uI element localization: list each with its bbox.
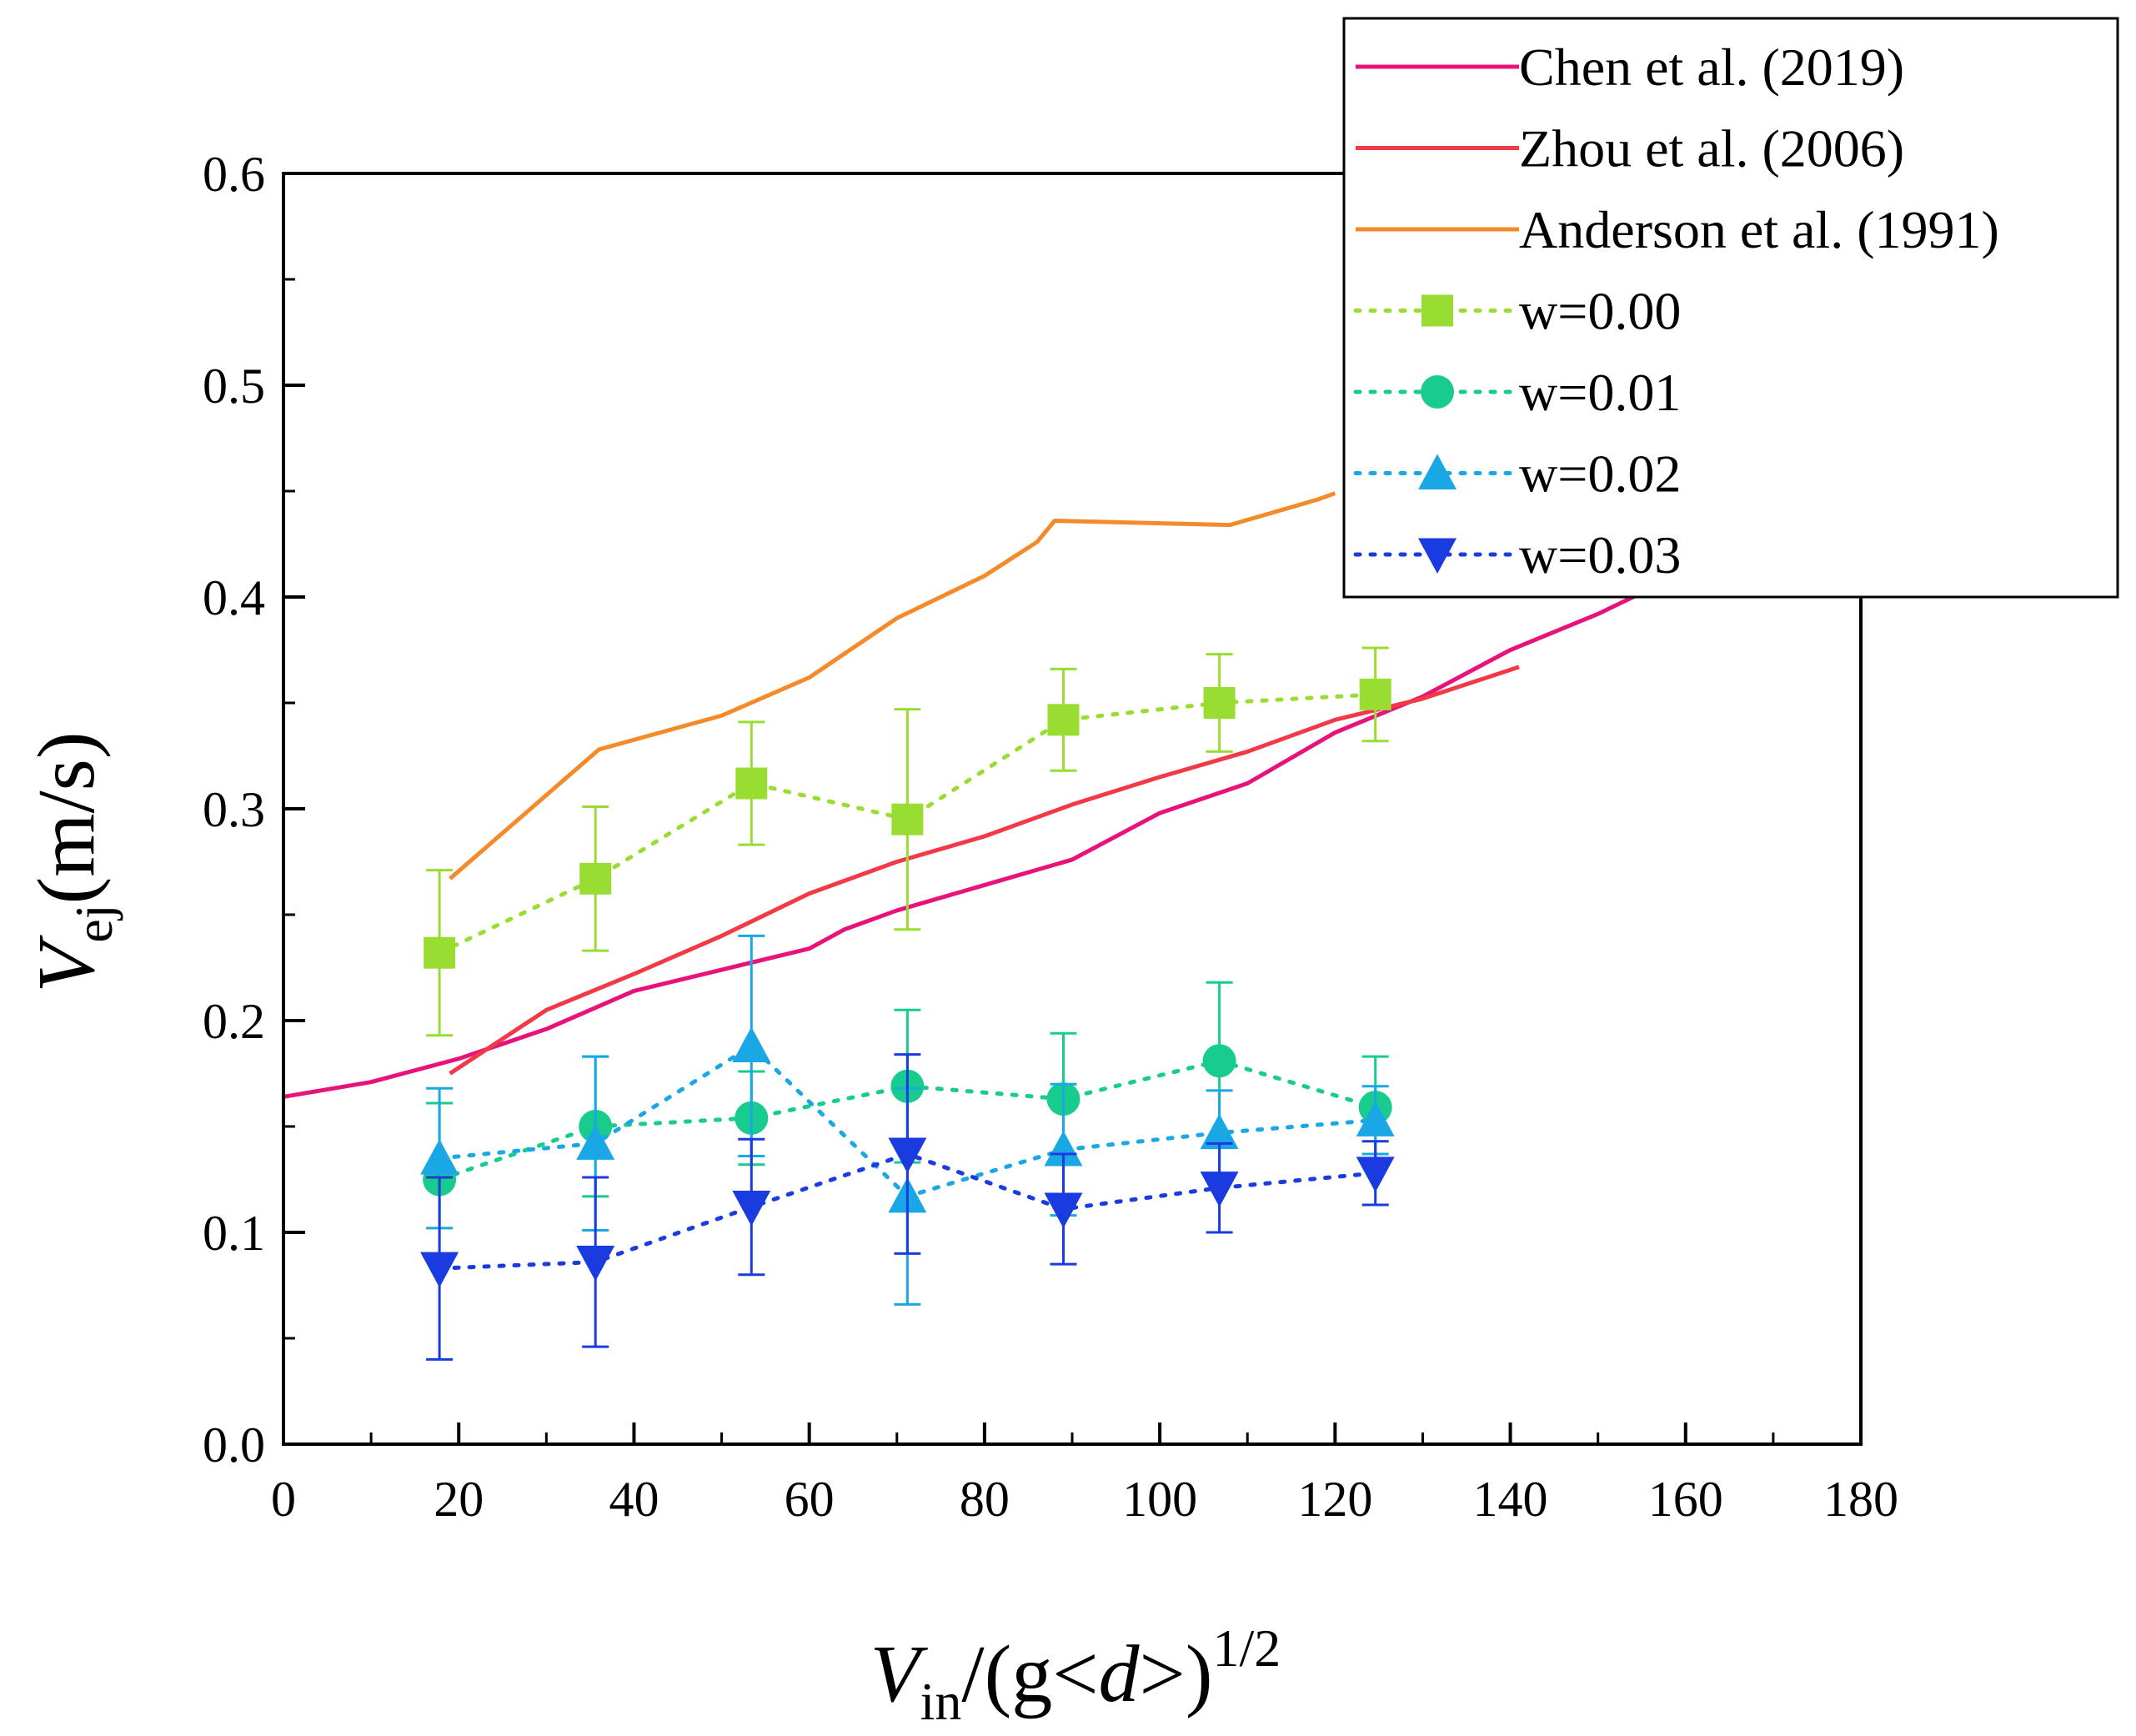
y-tick-label: 0.6 [203,147,265,202]
data-point [735,767,768,800]
legend-marker [1418,538,1457,574]
y-tick-label: 0.2 [203,994,265,1049]
x-tick-label: 60 [785,1472,835,1527]
x-tick-label: 100 [1122,1472,1197,1527]
plot-series [283,491,1669,1361]
legend-item: Zhou et al. (2006) [1356,119,1904,178]
legend-box [1342,17,2119,599]
data-point [424,936,456,969]
series-w-0-03 [420,1053,1395,1361]
y-tick-label: 0.0 [203,1417,265,1473]
series-chen-et-al-2019 [283,578,1669,1099]
data-point [1203,687,1236,719]
data-point [576,1124,615,1160]
legend-item: w=0.02 [1353,444,1681,504]
data-point [1044,1130,1083,1167]
series-line [283,578,1669,1099]
series-w-0-02 [420,934,1395,1306]
data-point [1202,1044,1236,1078]
data-point [579,862,612,895]
legend-label: w=0.03 [1519,525,1681,585]
series-line [449,665,1520,1076]
legend-item: w=0.00 [1353,282,1681,341]
data-point [1044,1192,1083,1229]
y-tick-label: 0.3 [203,782,265,837]
legend-item: w=0.01 [1353,363,1681,422]
y-tick-label: 0.1 [203,1206,265,1261]
legend-label: w=0.02 [1519,444,1681,504]
data-point [891,803,924,835]
x-tick-label: 20 [434,1472,484,1527]
legend: Chen et al. (2019) Zhou et al. (2006) Ande… [1342,17,2119,599]
legend-marker [1421,375,1454,409]
legend-label: Anderson et al. (1991) [1519,200,1999,259]
data-point [732,1026,771,1063]
series-anderson-et-al-1991 [449,491,1336,881]
plot-frame [282,172,1863,1446]
legend-item: w=0.03 [1353,525,1681,585]
axes: 0 20 40 60 80 100 120 140 160 180 0.0 0.1 0.2 0.3 0.4 0… [203,147,1898,1527]
data-point [1200,1172,1239,1207]
legend-item: Anderson et al. (1991) [1356,200,1999,259]
series-zhou-et-al-2006 [449,665,1520,1076]
legend-label: Zhou et al. (2006) [1519,119,1904,178]
y-tick-label: 0.4 [203,570,265,625]
data-point [1200,1113,1239,1150]
legend-label: Chen et al. (2019) [1519,38,1904,97]
x-tick-label: 180 [1823,1472,1898,1527]
x-tick-label: 80 [960,1472,1010,1527]
data-point [576,1246,615,1282]
x-tick-label: 40 [609,1472,659,1527]
x-axis-title: Vin/(g<d>)1/2 [870,1618,1281,1731]
legend-marker [1418,454,1457,490]
data-point [1356,1101,1395,1136]
data-point [420,1252,459,1288]
data-point [1359,678,1391,710]
data-point [888,1137,927,1174]
data-point [732,1190,771,1227]
data-point [420,1139,459,1175]
legend-item: Chen et al. (2019) [1356,38,1904,97]
data-point [1047,704,1080,736]
x-tick-label: 140 [1473,1472,1548,1527]
x-tick-label: 0 [271,1472,296,1527]
y-axis-title: Vej(m/s) [22,732,123,993]
series-line [449,491,1336,881]
legend-marker [1421,294,1453,327]
x-tick-label: 160 [1648,1472,1723,1527]
legend-label: w=0.01 [1519,363,1681,422]
legend-label: w=0.00 [1519,282,1681,341]
series-w-0-00 [424,646,1391,1037]
axis-titles: Vej(m/s) Vin/(g<d>)1/2 [22,732,1281,1731]
x-tick-label: 120 [1297,1472,1372,1527]
data-point [1356,1156,1395,1192]
y-tick-label: 0.5 [203,359,265,414]
